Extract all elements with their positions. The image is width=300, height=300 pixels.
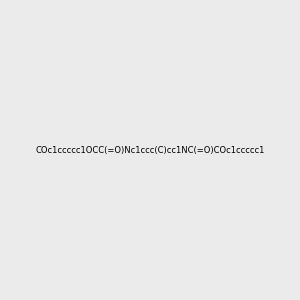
Text: COc1ccccc1OCC(=O)Nc1ccc(C)cc1NC(=O)COc1ccccc1: COc1ccccc1OCC(=O)Nc1ccc(C)cc1NC(=O)COc1c… xyxy=(35,146,265,154)
